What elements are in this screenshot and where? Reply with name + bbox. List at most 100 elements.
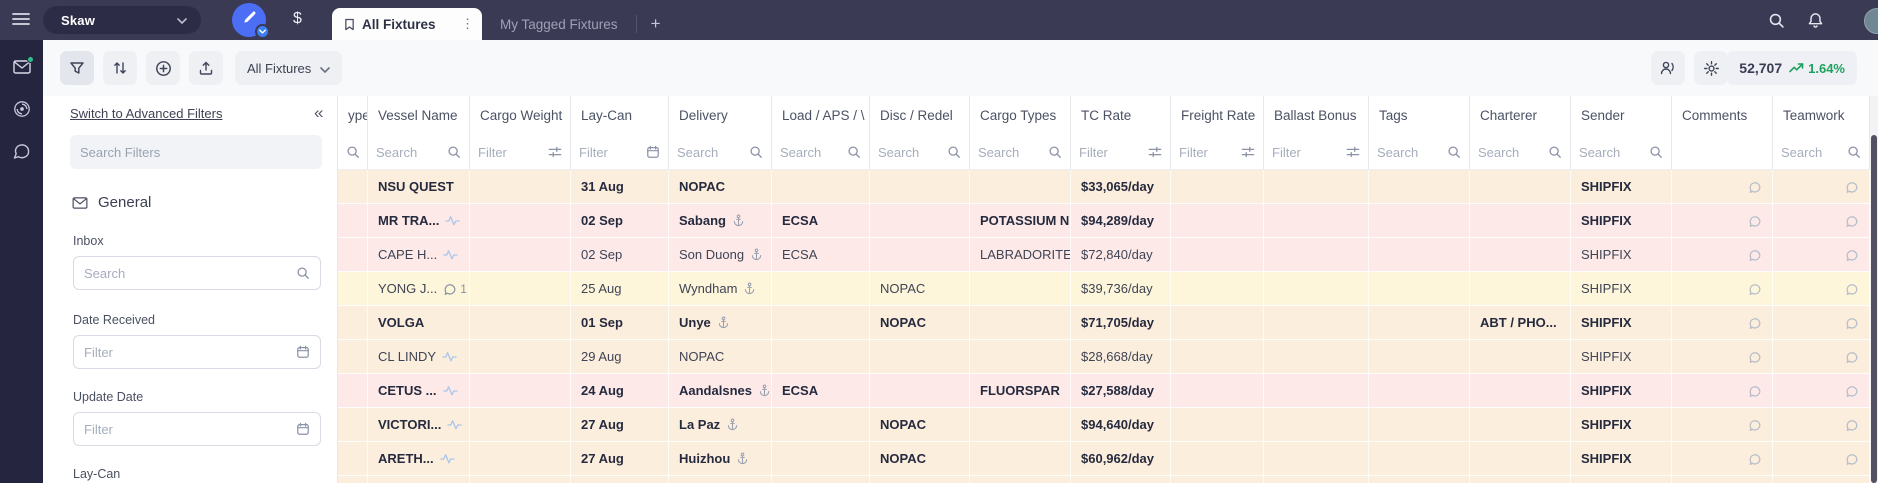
fixture-row[interactable]: MR TRA... 02 Sep Sabang ECSA POTASSIUM NI $94… xyxy=(338,204,1870,238)
column-header-cargo_types[interactable]: Cargo Types xyxy=(970,96,1071,135)
tab-all-fixtures[interactable]: All Fixtures ⋮ xyxy=(332,8,482,40)
column-header-delivery[interactable]: Delivery xyxy=(669,96,772,135)
add-fixture-button[interactable] xyxy=(146,51,180,85)
vertical-scrollbar-track[interactable] xyxy=(1870,96,1878,483)
filter-tags-input[interactable]: Search xyxy=(1369,135,1470,169)
filter-type-input[interactable] xyxy=(338,135,368,169)
filter-tc_rate-input[interactable]: Filter xyxy=(1071,135,1171,169)
fixture-row[interactable]: VICTORI... 27 Aug La Paz NOPAC $94,640/day SH… xyxy=(338,408,1870,442)
cell-sender: SHIPFIX xyxy=(1571,238,1672,271)
tab-options-kebab-icon[interactable]: ⋮ xyxy=(461,16,474,31)
cell-disc_redel: NOPAC xyxy=(870,306,970,339)
column-header-load_aps[interactable]: Load / APS / \ xyxy=(772,96,870,135)
fixture-row[interactable]: ARETH... 27 Aug Huizhou NOPAC $60,962/day SHI… xyxy=(338,442,1870,476)
filter-load_aps-input[interactable]: Search xyxy=(772,135,870,169)
fixture-row[interactable]: NSU QUEST 31 Aug NOPAC $33,065/day SHIPFIX xyxy=(338,170,1870,204)
search-icon[interactable] xyxy=(1768,12,1785,29)
cell-comments xyxy=(1672,340,1773,373)
inbox-mail-icon[interactable] xyxy=(12,56,34,74)
disc-redel-region: NOPAC xyxy=(880,281,926,296)
cell-sender: SHIPFIX xyxy=(1571,442,1672,475)
fixture-row[interactable]: CETUS ... 24 Aug Aandalsnes ECSA FLUORSPAR $2… xyxy=(338,374,1870,408)
cell-delivery: Unye xyxy=(669,306,772,339)
fixture-row[interactable]: CAPE H... 02 Sep Son Duong ECSA LABRADORITE $… xyxy=(338,238,1870,272)
inbox-filter-box[interactable] xyxy=(73,256,321,290)
notifications-bell-icon[interactable] xyxy=(1807,12,1824,29)
tc-rate: $39,736/day xyxy=(1081,281,1153,296)
disc-redel-region: NOPAC xyxy=(880,417,926,432)
column-header-freight_rate[interactable]: Freight Rate xyxy=(1171,96,1264,135)
column-header-tc_rate[interactable]: TC Rate xyxy=(1071,96,1171,135)
share-users-button[interactable] xyxy=(1651,51,1685,85)
column-header-ballast_bonus[interactable]: Ballast Bonus xyxy=(1264,96,1369,135)
column-header-teamwork[interactable]: Teamwork xyxy=(1773,96,1870,135)
export-button[interactable] xyxy=(189,51,223,85)
cell-sender: SHIPFIX xyxy=(1571,476,1672,483)
filter-cargo_types-input[interactable]: Search xyxy=(970,135,1071,169)
cell-cargo_types: LABRADORITE xyxy=(970,238,1071,271)
compose-button[interactable] xyxy=(232,3,270,39)
workspace-dropdown[interactable]: Skaw xyxy=(43,6,201,34)
cell-ballast_bonus xyxy=(1264,374,1369,407)
laycan-date: 24 Aug xyxy=(581,383,624,398)
filter-sender-input[interactable]: Search xyxy=(1571,135,1672,169)
sort-button[interactable] xyxy=(103,51,137,85)
column-header-disc_redel[interactable]: Disc / Redel xyxy=(870,96,970,135)
collapse-filter-panel-icon[interactable]: « xyxy=(314,103,324,122)
hamburger-menu-icon[interactable] xyxy=(12,12,30,31)
filter-laycan-input[interactable]: Filter xyxy=(571,135,669,169)
dollar-rates-icon[interactable]: $ xyxy=(293,10,302,27)
cell-ballast_bonus xyxy=(1264,238,1369,271)
tc-rate: $71,705/day xyxy=(1081,315,1155,330)
filter-button[interactable] xyxy=(60,51,94,85)
view-selector-dropdown[interactable]: All Fixtures xyxy=(235,51,343,85)
column-header-type[interactable]: ype xyxy=(338,96,368,135)
filter-teamwork-input[interactable]: Search xyxy=(1773,135,1870,169)
inbox-filter-input[interactable] xyxy=(84,265,288,281)
date-received-filter-input[interactable] xyxy=(84,344,288,360)
column-header-vessel_name[interactable]: Vessel Name xyxy=(368,96,470,135)
vertical-scrollbar-thumb[interactable] xyxy=(1871,135,1877,483)
column-header-charterer[interactable]: Charterer xyxy=(1470,96,1571,135)
fixture-row[interactable]: CL LINDY 29 Aug NOPAC $28,668/day SHIPFIX xyxy=(338,340,1870,374)
fixture-row[interactable]: VOLGA 01 Sep Unye NOPAC $71,705/day ABT / PHO… xyxy=(338,306,1870,340)
chat-bubble-icon[interactable] xyxy=(13,144,31,160)
date-received-filter-box[interactable] xyxy=(73,335,321,369)
filter-ballast_bonus-input[interactable]: Filter xyxy=(1264,135,1369,169)
filter-cargo_weight-input[interactable]: Filter xyxy=(470,135,571,169)
compose-options-badge[interactable] xyxy=(255,24,270,39)
cell-freight_rate xyxy=(1171,204,1264,237)
cell-tags xyxy=(1369,340,1470,373)
settings-button[interactable] xyxy=(1694,51,1728,85)
search-filters-box[interactable] xyxy=(70,135,322,169)
filter-delivery-input[interactable]: Search xyxy=(669,135,772,169)
delivery-port: NOPAC xyxy=(679,349,725,364)
filter-vessel_name-input[interactable]: Search xyxy=(368,135,470,169)
filter-disc_redel-input[interactable]: Search xyxy=(870,135,970,169)
update-date-filter-input[interactable] xyxy=(84,421,288,437)
column-header-comments[interactable]: Comments xyxy=(1672,96,1773,135)
fixture-row[interactable]: YONG J... 1 25 Aug Wyndham NOPAC $39,736/day S… xyxy=(338,272,1870,306)
filter-freight_rate-input[interactable]: Filter xyxy=(1171,135,1264,169)
user-avatar[interactable] xyxy=(1864,8,1878,34)
column-header-cargo_weight[interactable]: Cargo Weight xyxy=(470,96,571,135)
cell-charterer xyxy=(1470,408,1571,441)
search-filters-input[interactable] xyxy=(80,144,312,160)
filter-charterer-input[interactable]: Search xyxy=(1470,135,1571,169)
column-header-tags[interactable]: Tags xyxy=(1369,96,1470,135)
cell-disc_redel xyxy=(870,204,970,237)
cell-laycan: 27 Aug xyxy=(571,442,669,475)
radar-disc-icon[interactable] xyxy=(13,100,31,118)
advanced-filters-link[interactable]: Switch to Advanced Filters xyxy=(70,106,223,121)
tab-my-tagged-fixtures[interactable]: My Tagged Fixtures xyxy=(500,16,618,32)
cell-laycan: 31 Aug xyxy=(571,170,669,203)
fixture-row[interactable]: CAROLI... 30 AugPortsmouth (U NOPAC $60,632… xyxy=(338,476,1870,483)
delivery-port: Unye xyxy=(679,315,711,330)
cell-cargo_types xyxy=(970,476,1071,483)
column-header-laycan[interactable]: Lay-Can xyxy=(571,96,669,135)
update-date-filter-box[interactable] xyxy=(73,412,321,446)
column-header-sender[interactable]: Sender xyxy=(1571,96,1672,135)
cell-tags xyxy=(1369,476,1470,483)
sliders-icon xyxy=(1346,145,1360,159)
add-tab-button[interactable]: + xyxy=(650,14,661,33)
